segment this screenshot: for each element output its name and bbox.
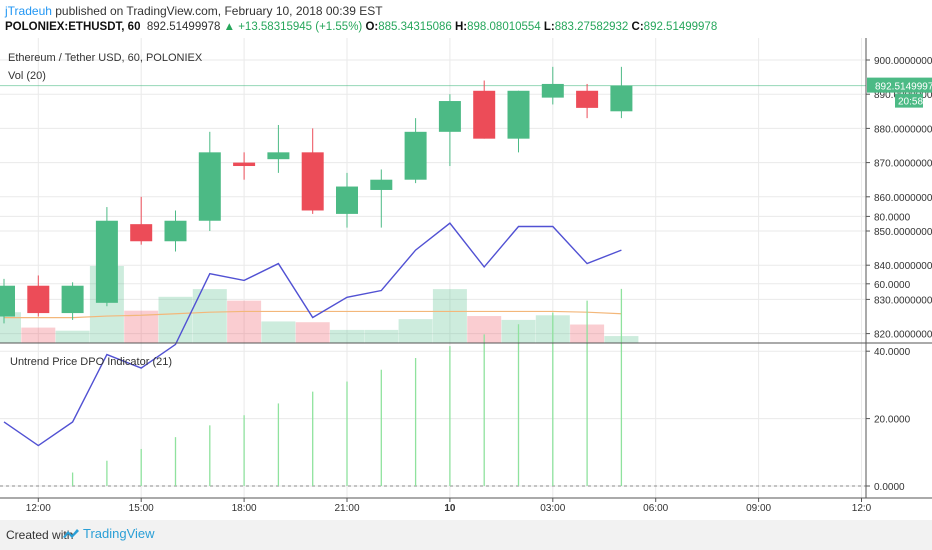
y-tick-label: 60.0000 bbox=[874, 280, 911, 291]
candle-body bbox=[164, 220, 187, 242]
y-tick-label: 80.0000 bbox=[874, 212, 911, 223]
axes: 900.00000000890.00000000880.00000000870.… bbox=[0, 38, 932, 514]
tradingview-brand: TradingView bbox=[83, 526, 155, 541]
x-tick-label: 10 bbox=[444, 503, 456, 514]
candle-body bbox=[438, 101, 461, 132]
low-value: 883.27582932 bbox=[554, 21, 629, 33]
price-change: ▲ +13.58315945 (+1.55%) bbox=[223, 21, 363, 33]
last-price-tag-label: 892.51499978 bbox=[875, 82, 932, 93]
dpo-pane-title: Untrend Price DPO Indicator (21) bbox=[10, 356, 172, 368]
candle-body bbox=[301, 152, 324, 211]
chart-canvas[interactable]: 900.00000000890.00000000880.00000000870.… bbox=[0, 38, 932, 520]
volume-bar bbox=[364, 329, 399, 343]
candle-body bbox=[0, 285, 15, 317]
y-tick-label: 20.0000 bbox=[874, 415, 911, 426]
dpo-line bbox=[3, 222, 622, 447]
volume-bar bbox=[261, 321, 296, 343]
created-with-label: Created with bbox=[6, 528, 74, 542]
close-label: C: bbox=[631, 21, 644, 33]
y-tick-label: 900.00000000 bbox=[874, 56, 932, 67]
candle-body bbox=[95, 220, 118, 303]
last-price-tag bbox=[867, 77, 932, 93]
dpo-indicator bbox=[3, 222, 623, 486]
y-tick-label: 820.00000000 bbox=[874, 330, 932, 341]
volume-bar bbox=[398, 319, 433, 343]
y-tick-label: 850.00000000 bbox=[874, 227, 932, 238]
countdown-label: 20:58 bbox=[898, 97, 923, 108]
x-tick-label: 09:00 bbox=[746, 503, 771, 514]
x-tick-label: 18:00 bbox=[232, 503, 257, 514]
high-value: 898.08010554 bbox=[467, 21, 541, 33]
y-tick-label: 880.00000000 bbox=[874, 124, 932, 135]
candle-body bbox=[404, 131, 427, 180]
low-label: L: bbox=[543, 21, 555, 33]
volume-bar bbox=[295, 322, 330, 343]
close-value: 892.51499978 bbox=[643, 21, 718, 33]
candle-body bbox=[507, 90, 530, 139]
volume-bars bbox=[0, 266, 639, 343]
symbol-label: POLONIEX:ETHUSDT, 60 bbox=[5, 21, 141, 33]
open-label: O: bbox=[365, 21, 379, 33]
y-tick-label: 40.0000 bbox=[874, 347, 911, 358]
volume-bar bbox=[0, 312, 21, 343]
last-price: 892.51499978 bbox=[146, 21, 221, 33]
candle-body bbox=[130, 224, 153, 242]
volume-bar bbox=[227, 300, 262, 343]
volume-label: Vol (20) bbox=[8, 70, 46, 82]
author-link[interactable]: jTradeuh bbox=[5, 4, 52, 18]
volume-bar bbox=[432, 289, 467, 343]
ohlc-line: POLONIEX:ETHUSDT, 60 892.51499978 ▲ +13.… bbox=[5, 21, 717, 33]
countdown-tag bbox=[895, 93, 923, 108]
volume-ma-line bbox=[4, 310, 622, 319]
x-tick-label: 06:00 bbox=[643, 503, 668, 514]
x-tick-label: 03:00 bbox=[540, 503, 565, 514]
volume-bar bbox=[330, 329, 364, 343]
publish-info: published on TradingView.com, February 1… bbox=[51, 4, 383, 18]
candle-body bbox=[473, 90, 496, 139]
footer: Created with TradingView bbox=[0, 520, 932, 550]
tradingview-link[interactable]: TradingView bbox=[62, 526, 155, 541]
candle-body bbox=[61, 285, 84, 314]
candle-body bbox=[198, 152, 221, 221]
candle-body bbox=[27, 285, 50, 314]
candle-body bbox=[267, 152, 290, 160]
high-label: H: bbox=[455, 21, 468, 33]
candle-body bbox=[541, 83, 564, 98]
candle-body bbox=[370, 179, 393, 190]
candle-body bbox=[336, 186, 358, 214]
publish-line: jTradeuh published on TradingView.com, F… bbox=[5, 4, 383, 18]
y-tick-label: 830.00000000 bbox=[874, 295, 932, 306]
candle-body bbox=[233, 162, 256, 167]
tradingview-logo-icon bbox=[63, 529, 79, 538]
y-tick-label: 860.00000000 bbox=[874, 193, 932, 204]
x-tick-label: 21:00 bbox=[334, 503, 359, 514]
candle-body bbox=[610, 85, 633, 112]
open-value: 885.34315086 bbox=[378, 21, 452, 33]
y-tick-label: 0.0000 bbox=[874, 482, 905, 493]
y-tick-label: 870.00000000 bbox=[874, 159, 932, 170]
grid-lines bbox=[0, 38, 866, 498]
candle-body bbox=[576, 90, 599, 108]
x-tick-label: 12:00 bbox=[26, 503, 51, 514]
y-tick-label: 840.00000000 bbox=[874, 261, 932, 272]
chart-header: jTradeuh published on TradingView.com, F… bbox=[0, 0, 932, 38]
volume-bar bbox=[21, 327, 56, 343]
candlesticks bbox=[0, 66, 633, 324]
x-tick-label: 15:00 bbox=[129, 503, 154, 514]
volume-bar bbox=[55, 330, 90, 343]
main-pane-title: Ethereum / Tether USD, 60, POLONIEX bbox=[8, 52, 203, 64]
x-tick-label: 12:0 bbox=[852, 503, 872, 514]
